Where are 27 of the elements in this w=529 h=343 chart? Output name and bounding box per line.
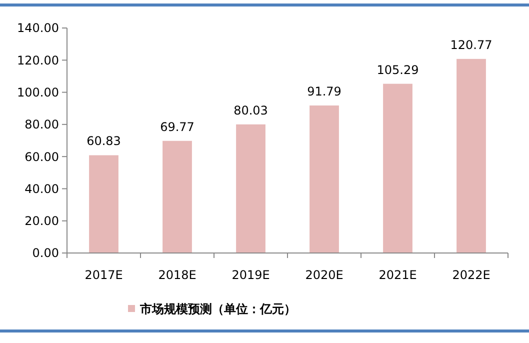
y-tick-label: 40.00: [24, 182, 59, 196]
data-label: 80.03: [234, 103, 268, 118]
y-tick-label: 120.00: [17, 53, 59, 68]
y-tick-label: 140.00: [17, 21, 59, 36]
data-label: 60.83: [86, 134, 121, 148]
y-tick-label: 20.00: [24, 214, 59, 228]
y-tick-label: 80.00: [24, 118, 59, 132]
legend-label: 市场规模预测（单位：亿元）: [139, 302, 296, 316]
x-tick-label: 2019E: [232, 268, 270, 282]
x-tick-label: 2021E: [378, 268, 417, 282]
x-tick-label: 2017E: [84, 268, 123, 282]
bar: [383, 84, 412, 253]
x-tick-label: 2020E: [305, 268, 344, 282]
y-tick-label: 0.00: [32, 246, 59, 260]
bar: [310, 105, 339, 253]
y-tick-label: 60.00: [24, 150, 59, 164]
bar: [456, 58, 486, 253]
x-tick-label: 2022E: [452, 268, 490, 282]
data-label: 105.29: [376, 62, 419, 77]
bar: [162, 140, 192, 253]
data-label: 120.77: [450, 38, 492, 52]
x-tick-label: 2018E: [158, 268, 196, 282]
data-label: 91.79: [307, 84, 342, 98]
bar: [89, 155, 118, 253]
data-label: 69.77: [160, 120, 194, 134]
y-tick-label: 100.00: [17, 85, 59, 100]
bar: [236, 124, 266, 253]
